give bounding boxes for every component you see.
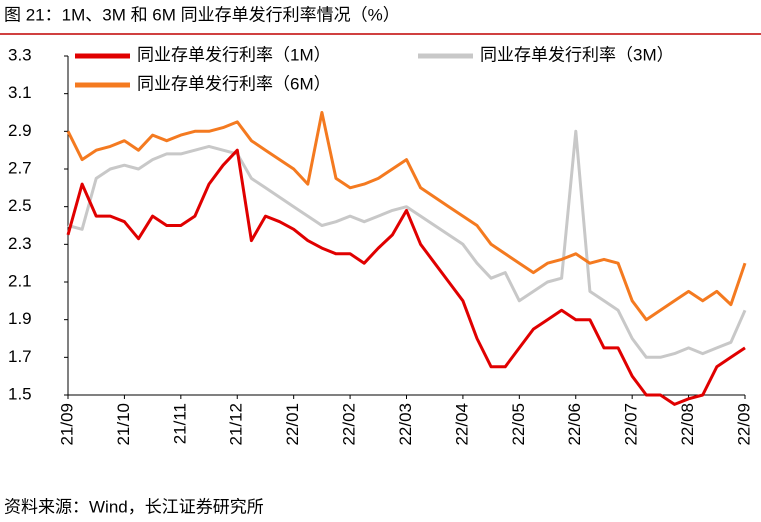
y-tick-label: 3.3	[8, 45, 32, 64]
y-tick-label: 1.9	[8, 309, 32, 328]
x-tick-label: 22/04	[452, 403, 471, 446]
series-line	[66, 111, 747, 322]
legend-label: 同业存单发行利率（1M）	[137, 45, 331, 64]
y-tick-label: 2.9	[8, 121, 32, 140]
y-tick-label: 2.1	[8, 271, 32, 290]
y-tick-label: 1.7	[8, 347, 32, 366]
y-tick-label: 2.3	[8, 234, 32, 253]
x-tick-label: 22/05	[509, 403, 528, 446]
x-tick-label: 22/08	[678, 403, 697, 446]
x-tick-label: 22/09	[734, 403, 753, 446]
x-tick-label: 22/03	[396, 403, 415, 446]
x-tick-label: 21/12	[227, 403, 246, 446]
chart-title: 图 21：1M、3M 和 6M 同业存单发行利率情况（%）	[4, 5, 400, 24]
legend-label: 同业存单发行利率（6M）	[137, 74, 331, 93]
x-tick-label: 21/11	[170, 403, 189, 444]
x-tick-label: 22/07	[622, 403, 641, 446]
y-tick-label: 2.7	[8, 158, 32, 177]
x-tick-label: 21/09	[57, 403, 76, 446]
source: 资料来源：Wind，长江证券研究所	[4, 497, 264, 516]
y-tick-label: 1.5	[8, 384, 32, 403]
legend-label: 同业存单发行利率（3M）	[480, 45, 674, 64]
series-line	[67, 129, 747, 359]
x-tick-label: 22/06	[565, 403, 584, 446]
y-tick-label: 2.5	[8, 196, 32, 215]
x-tick-label: 22/02	[340, 403, 359, 446]
series-line	[66, 148, 746, 406]
x-tick-label: 21/10	[114, 403, 133, 446]
x-tick-label: 22/01	[283, 403, 302, 446]
y-tick-label: 3.1	[8, 83, 32, 102]
